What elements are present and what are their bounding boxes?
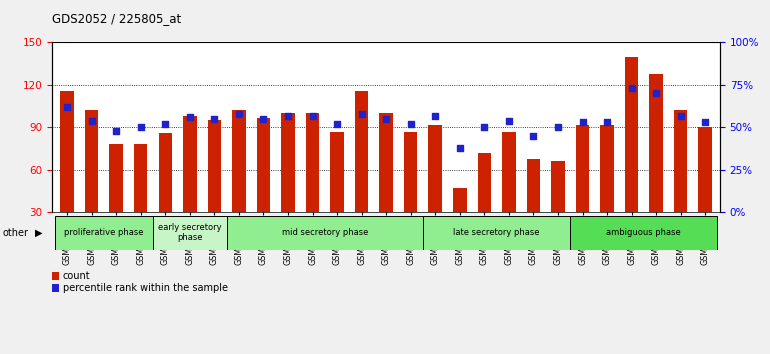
Bar	[256, 118, 270, 255]
Point	[478, 125, 490, 130]
Point	[576, 120, 588, 125]
Point	[380, 116, 392, 122]
Bar	[232, 110, 246, 255]
Text: GDS2052 / 225805_at: GDS2052 / 225805_at	[52, 12, 182, 25]
Text: mid secretory phase: mid secretory phase	[282, 228, 368, 237]
Point	[183, 114, 196, 120]
FancyBboxPatch shape	[153, 216, 226, 250]
Point	[306, 113, 319, 118]
Bar	[502, 132, 516, 255]
Point	[650, 91, 662, 96]
Point	[429, 113, 441, 118]
Bar	[453, 188, 467, 255]
Bar	[330, 132, 344, 255]
Bar	[85, 110, 99, 255]
Text: ▶: ▶	[35, 228, 43, 238]
FancyBboxPatch shape	[226, 216, 423, 250]
Point	[404, 121, 417, 127]
Point	[503, 118, 515, 124]
Point	[61, 104, 73, 110]
Point	[552, 125, 564, 130]
Text: proliferative phase: proliferative phase	[64, 228, 144, 237]
Point	[699, 120, 711, 125]
Bar	[60, 91, 74, 255]
Point	[625, 86, 638, 91]
Bar	[477, 153, 491, 255]
Point	[527, 133, 540, 139]
Bar	[527, 159, 541, 255]
Bar	[698, 127, 712, 255]
Text: late secretory phase: late secretory phase	[454, 228, 540, 237]
Bar	[281, 113, 295, 255]
Point	[135, 125, 147, 130]
Point	[601, 120, 613, 125]
Text: percentile rank within the sample: percentile rank within the sample	[62, 283, 228, 293]
Point	[233, 111, 245, 117]
Bar	[109, 144, 123, 255]
Bar	[624, 57, 638, 255]
Point	[208, 116, 220, 122]
Point	[257, 116, 270, 122]
Bar	[576, 125, 589, 255]
Point	[331, 121, 343, 127]
Point	[159, 121, 172, 127]
Bar	[159, 133, 172, 255]
Text: early secretory
phase: early secretory phase	[158, 223, 222, 242]
FancyBboxPatch shape	[571, 216, 718, 250]
Point	[282, 113, 294, 118]
Point	[356, 111, 368, 117]
FancyBboxPatch shape	[55, 216, 153, 250]
Bar	[355, 91, 368, 255]
Bar	[380, 113, 393, 255]
Bar	[649, 74, 663, 255]
Point	[454, 145, 466, 151]
Bar	[674, 110, 688, 255]
Text: ambiguous phase: ambiguous phase	[607, 228, 681, 237]
Text: other: other	[2, 228, 28, 238]
FancyBboxPatch shape	[423, 216, 571, 250]
Bar	[551, 161, 564, 255]
Bar	[208, 120, 221, 255]
Point	[85, 118, 98, 124]
Bar	[404, 132, 417, 255]
Bar	[183, 116, 196, 255]
Bar	[428, 125, 442, 255]
Point	[675, 113, 687, 118]
Text: count: count	[62, 271, 90, 281]
Bar	[134, 144, 148, 255]
Bar	[601, 125, 614, 255]
Point	[110, 128, 122, 134]
Bar	[306, 113, 320, 255]
